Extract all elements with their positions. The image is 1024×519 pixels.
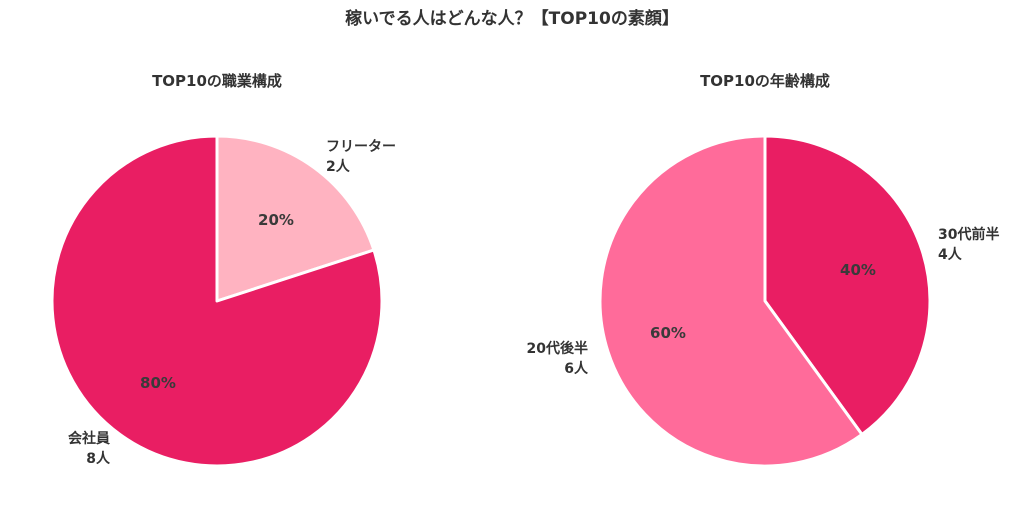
- slice-percent-30s: 40%: [840, 261, 876, 279]
- slice-percent-employee: 80%: [140, 374, 176, 392]
- pie-slices-occupation: [50, 134, 384, 468]
- pie-chart-age: TOP10の年齢構成 40% 60% 30代前半 4人 20代後半 6人: [527, 72, 999, 468]
- slice-count-employee: 8人: [86, 450, 111, 467]
- slice-employee: [50, 134, 384, 468]
- pie-title-occupation: TOP10の職業構成: [152, 72, 282, 90]
- slice-percent-20s: 60%: [650, 324, 686, 342]
- slice-20s: [598, 134, 864, 468]
- slice-label-20s: 20代後半: [527, 340, 588, 357]
- slice-label-30s: 30代前半: [938, 226, 999, 243]
- slice-count-30s: 4人: [938, 246, 963, 263]
- pie-title-age: TOP10の年齢構成: [700, 72, 830, 90]
- pie-slices-age: [598, 134, 932, 468]
- slice-count-20s: 6人: [564, 360, 589, 377]
- slice-label-freeter: フリーター: [326, 139, 396, 155]
- slice-30s: [763, 134, 932, 436]
- pie-chart-occupation: TOP10の職業構成 20% 80% フリーター 2人 会社員 8人: [50, 72, 396, 468]
- slice-label-employee: 会社員: [68, 430, 110, 447]
- slice-count-freeter: 2人: [326, 158, 351, 175]
- slice-freeter: [215, 134, 376, 303]
- chart-title: 稼いでる人はどんな人？【TOP10の素顔】: [345, 8, 679, 29]
- slice-percent-freeter: 20%: [258, 211, 294, 229]
